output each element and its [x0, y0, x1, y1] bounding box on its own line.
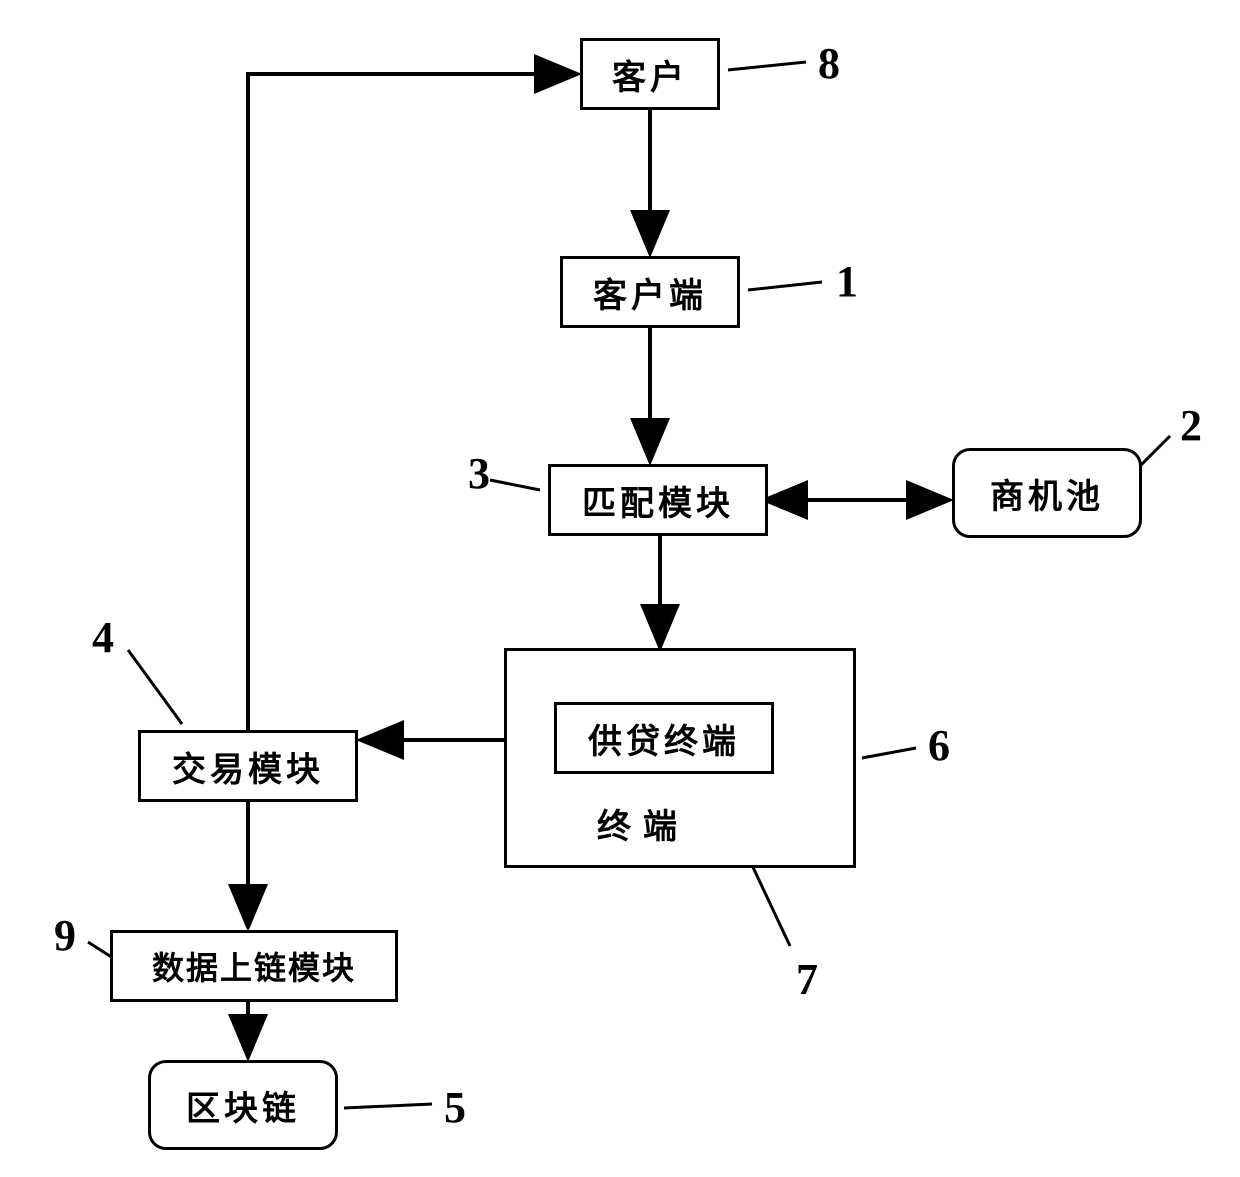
node-customer-label: 客户 — [612, 50, 688, 99]
label-4: 4 — [92, 612, 114, 663]
node-data-onchain-label: 数据上链模块 — [152, 943, 356, 989]
label-5: 5 — [444, 1082, 466, 1133]
node-client: 客户端 — [560, 256, 740, 328]
flowchart-diagram: 客户 客户端 匹配模块 商机池 终端 供贷终端 交易模块 数据上链模块 区块链 … — [0, 0, 1240, 1177]
node-matching-label: 匹配模块 — [582, 476, 734, 525]
label-2: 2 — [1180, 400, 1202, 451]
node-opportunity-pool-label: 商机池 — [990, 469, 1104, 518]
node-matching: 匹配模块 — [548, 464, 768, 536]
label-8: 8 — [818, 38, 840, 89]
label-7: 7 — [796, 954, 818, 1005]
label-1: 1 — [836, 256, 858, 307]
node-client-label: 客户端 — [593, 268, 707, 317]
node-blockchain: 区块链 — [148, 1060, 338, 1150]
node-supply-terminal: 供贷终端 — [554, 702, 774, 774]
label-6: 6 — [928, 720, 950, 771]
node-transaction: 交易模块 — [138, 730, 358, 802]
label-3: 3 — [468, 448, 490, 499]
node-supply-terminal-label: 供贷终端 — [588, 714, 740, 763]
node-terminal-container-label: 终端 — [597, 799, 689, 848]
node-blockchain-label: 区块链 — [186, 1081, 300, 1130]
label-9: 9 — [54, 910, 76, 961]
node-customer: 客户 — [580, 38, 720, 110]
node-transaction-label: 交易模块 — [172, 742, 324, 791]
node-data-onchain: 数据上链模块 — [110, 930, 398, 1002]
node-opportunity-pool: 商机池 — [952, 448, 1142, 538]
